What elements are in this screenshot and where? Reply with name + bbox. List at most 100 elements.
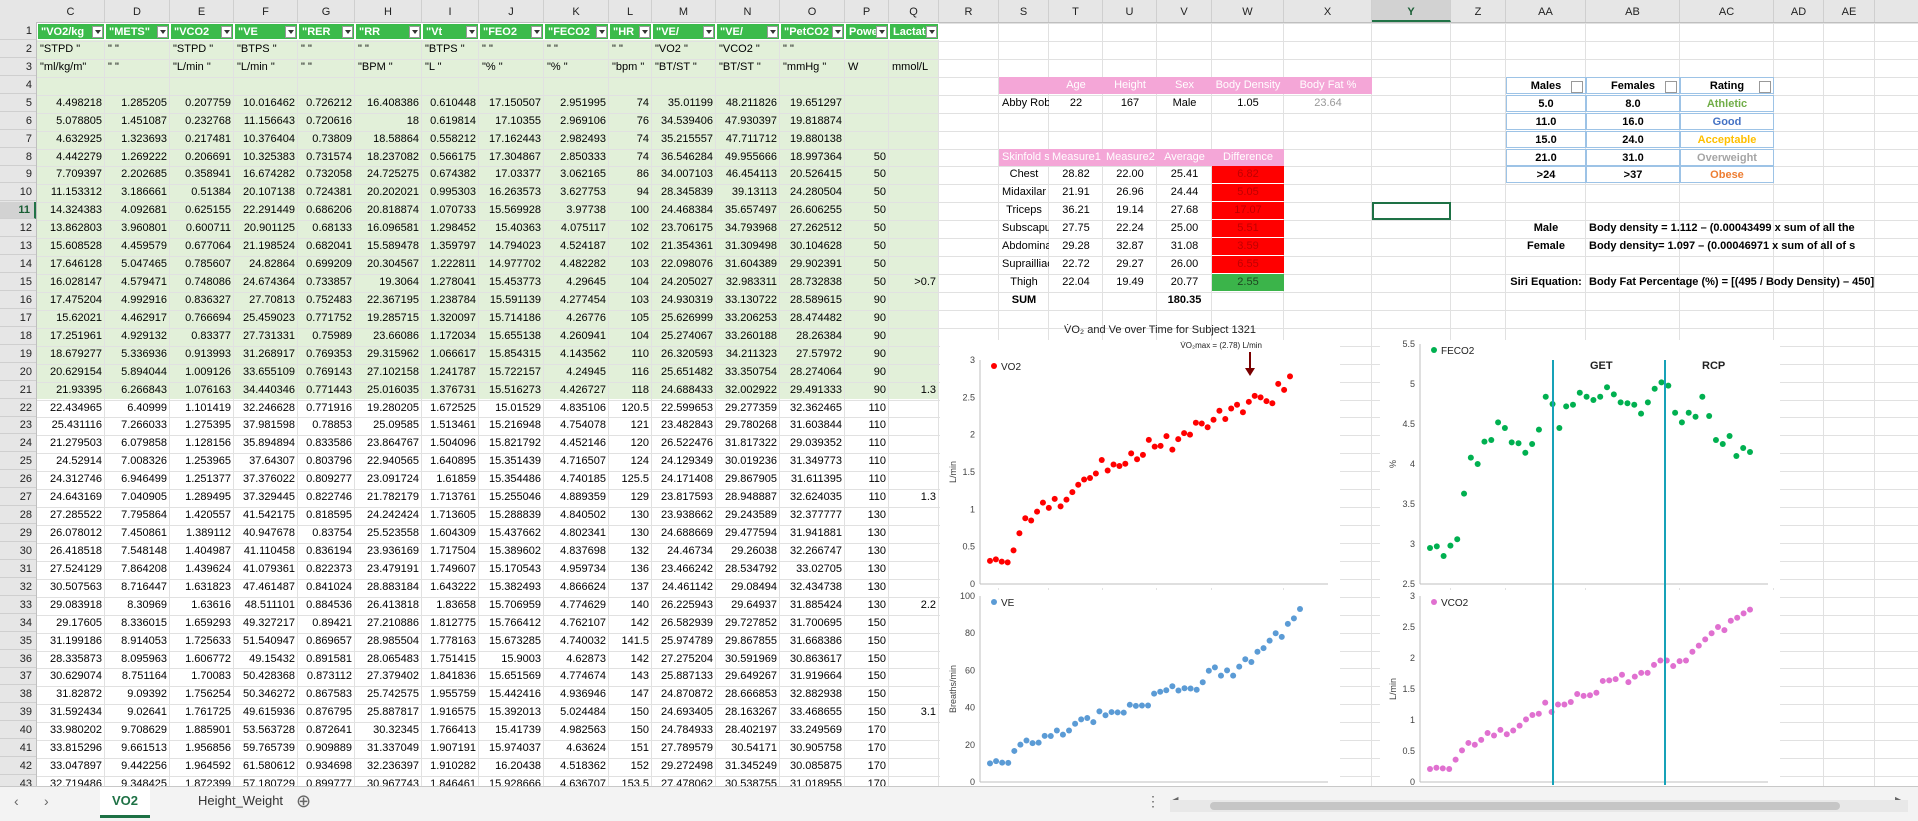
data-cell[interactable]: 15.351439: [489, 455, 541, 468]
data-cell[interactable]: [889, 202, 939, 219]
data-cell[interactable]: 4.518362: [560, 760, 606, 773]
data-cell[interactable]: 34.539406: [661, 114, 713, 127]
data-cell[interactable]: 27.379402: [367, 670, 419, 683]
skinfold-site-cell[interactable]: Midaxilar: [1002, 186, 1047, 199]
data-cell[interactable]: 7.266033: [121, 419, 167, 432]
data-cell[interactable]: 9.708629: [121, 724, 167, 737]
units-row-cell[interactable]: " ": [783, 42, 794, 55]
column-header-q[interactable]: Q: [889, 0, 939, 22]
data-cell[interactable]: 0.876795: [306, 706, 352, 719]
data-cell[interactable]: 26.078012: [50, 527, 102, 540]
data-cell[interactable]: 2.951995: [560, 96, 606, 109]
data-cell[interactable]: 0.619814: [430, 114, 476, 127]
data-cell[interactable]: 4.143562: [560, 347, 606, 360]
data-cell[interactable]: 33.655109: [243, 365, 295, 378]
data-cell[interactable]: 31.611395: [790, 473, 842, 486]
skinfold-value-cell[interactable]: 20.77: [1170, 276, 1199, 289]
data-cell[interactable]: 4.740032: [560, 634, 606, 647]
data-cell[interactable]: 150: [630, 706, 649, 719]
data-cell[interactable]: 1.222811: [430, 258, 476, 271]
data-cell[interactable]: 25.274067: [661, 329, 713, 342]
data-cell[interactable]: 11.156643: [243, 114, 295, 127]
data-cell[interactable]: 24.725275: [367, 168, 419, 181]
table-header-cell[interactable]: "RR: [355, 23, 422, 40]
data-cell[interactable]: 31.349773: [790, 455, 842, 468]
data-cell[interactable]: 1.841836: [430, 670, 476, 683]
rating-threshold-cell[interactable]: 8.0: [1586, 94, 1680, 112]
data-cell[interactable]: 124: [630, 455, 649, 468]
data-cell[interactable]: 0.732058: [306, 168, 352, 181]
data-cell[interactable]: 17.10355: [495, 114, 541, 127]
row-header-31[interactable]: 31: [0, 561, 36, 578]
data-cell[interactable]: 30.863617: [790, 652, 842, 665]
data-cell[interactable]: 0.89421: [312, 616, 352, 629]
skinfold-value-cell[interactable]: 31.08: [1170, 240, 1199, 253]
data-cell[interactable]: 147: [630, 688, 649, 701]
data-cell[interactable]: 151: [630, 742, 649, 755]
data-cell[interactable]: 28.274064: [790, 365, 842, 378]
sum-value[interactable]: 180.35: [1167, 293, 1202, 306]
data-cell[interactable]: 1.439624: [185, 562, 231, 575]
data-cell[interactable]: 26.320593: [661, 347, 713, 360]
tab-height-weight[interactable]: Height_Weight: [198, 793, 284, 808]
data-cell[interactable]: 0.232768: [185, 114, 231, 127]
data-cell[interactable]: 1.269222: [121, 150, 167, 163]
data-cell[interactable]: 4.482282: [560, 258, 606, 271]
units-row-cell[interactable]: " ": [612, 42, 623, 55]
data-cell[interactable]: 15.01529: [495, 401, 541, 414]
data-cell[interactable]: 4.452146: [560, 437, 606, 450]
data-cell[interactable]: 29.08494: [731, 580, 777, 593]
data-cell[interactable]: 24.242424: [367, 509, 419, 522]
data-cell[interactable]: 0.731574: [306, 150, 352, 163]
data-cell[interactable]: 4.982563: [560, 724, 606, 737]
data-cell[interactable]: 150: [867, 634, 886, 647]
data-cell[interactable]: 30.507563: [50, 580, 102, 593]
data-cell[interactable]: 4.992916: [121, 293, 167, 306]
data-cell[interactable]: [889, 310, 939, 327]
data-cell[interactable]: 4.63624: [566, 742, 606, 755]
data-cell[interactable]: 24.870872: [661, 688, 713, 701]
data-cell[interactable]: 21.354361: [661, 240, 713, 253]
data-cell[interactable]: 130: [630, 509, 649, 522]
data-cell[interactable]: [889, 149, 939, 166]
data-cell[interactable]: 17.251961: [50, 329, 102, 342]
data-cell[interactable]: 0.83754: [312, 527, 352, 540]
data-cell[interactable]: 15.569928: [489, 204, 541, 217]
data-cell[interactable]: 30.591969: [725, 652, 777, 665]
data-cell[interactable]: 0.83377: [191, 329, 231, 342]
data-cell[interactable]: 1.766413: [430, 724, 476, 737]
subject-value-cell[interactable]: Abby Robinson: [1002, 96, 1049, 109]
data-cell[interactable]: 28.732838: [790, 276, 842, 289]
column-header-ae[interactable]: AE: [1824, 0, 1875, 22]
rating-header-cell[interactable]: Females: [1586, 76, 1680, 94]
data-cell[interactable]: 15.170543: [489, 562, 541, 575]
data-cell[interactable]: 35.657497: [725, 204, 777, 217]
data-cell[interactable]: 20.629154: [50, 365, 102, 378]
data-cell[interactable]: [889, 507, 939, 524]
column-header-aa[interactable]: AA: [1506, 0, 1586, 22]
row-header-40[interactable]: 40: [0, 722, 36, 740]
data-cell[interactable]: 4.774629: [560, 598, 606, 611]
units-row-cell[interactable]: "BT/ST ": [655, 60, 697, 73]
data-cell[interactable]: 4.459579: [121, 240, 167, 253]
data-cell[interactable]: 9.09392: [127, 688, 167, 701]
data-cell[interactable]: 1.009126: [185, 365, 231, 378]
data-cell[interactable]: 23.091724: [367, 473, 419, 486]
rating-label-cell[interactable]: Acceptable: [1680, 130, 1774, 148]
data-cell[interactable]: 90: [873, 311, 886, 324]
data-cell[interactable]: 31.018955: [790, 778, 842, 786]
data-cell[interactable]: 18: [406, 114, 419, 127]
skinfold-value-cell[interactable]: 5.51: [1212, 220, 1284, 238]
table-header-cell[interactable]: "FECO2: [544, 23, 609, 40]
data-cell[interactable]: 23.706175: [661, 222, 713, 235]
rating-label-cell[interactable]: Good: [1680, 112, 1774, 130]
data-cell[interactable]: 20.818874: [367, 204, 419, 217]
data-cell[interactable]: 2.969106: [560, 114, 606, 127]
data-cell[interactable]: 0.836194: [306, 544, 352, 557]
row-header-9[interactable]: 9: [0, 166, 36, 184]
data-cell[interactable]: 150: [867, 688, 886, 701]
female-formula-label[interactable]: Female: [1527, 240, 1565, 253]
data-cell[interactable]: 0.73809: [312, 132, 352, 145]
data-cell[interactable]: 4.462917: [121, 311, 167, 324]
row-header-24[interactable]: 24: [0, 435, 36, 453]
